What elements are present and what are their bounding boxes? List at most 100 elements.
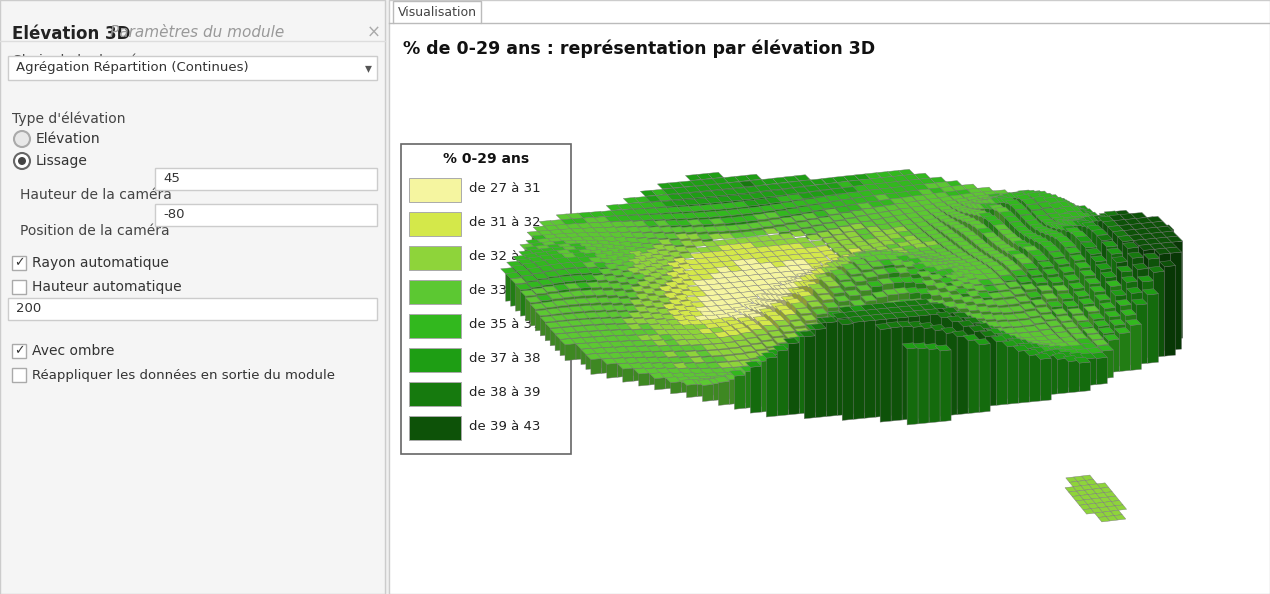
- Polygon shape: [691, 345, 707, 350]
- Polygon shape: [1001, 337, 1016, 343]
- Polygon shape: [1026, 292, 1041, 298]
- Polygon shape: [1080, 504, 1091, 510]
- Polygon shape: [822, 236, 833, 243]
- Polygon shape: [739, 254, 754, 260]
- Polygon shape: [933, 192, 945, 210]
- Polygon shape: [1011, 204, 1026, 210]
- Polygon shape: [964, 260, 975, 289]
- Polygon shape: [1007, 346, 1019, 405]
- Polygon shape: [650, 254, 667, 260]
- Polygon shape: [952, 267, 963, 301]
- Polygon shape: [822, 326, 838, 331]
- Polygon shape: [1128, 252, 1143, 258]
- Polygon shape: [795, 328, 810, 334]
- Polygon shape: [991, 265, 1006, 271]
- Polygon shape: [876, 236, 892, 242]
- Polygon shape: [677, 274, 692, 280]
- Polygon shape: [1062, 224, 1073, 290]
- Polygon shape: [1059, 347, 1071, 372]
- Polygon shape: [1157, 226, 1168, 324]
- Polygon shape: [839, 301, 850, 345]
- Polygon shape: [1102, 230, 1119, 236]
- Polygon shape: [725, 380, 737, 388]
- Polygon shape: [768, 235, 784, 241]
- Polygon shape: [930, 266, 940, 314]
- Polygon shape: [806, 233, 817, 239]
- Polygon shape: [728, 360, 739, 366]
- Polygon shape: [1035, 200, 1045, 238]
- Polygon shape: [1123, 241, 1134, 339]
- Polygon shape: [635, 293, 652, 299]
- Polygon shape: [512, 265, 527, 271]
- Polygon shape: [662, 362, 673, 373]
- Polygon shape: [606, 311, 622, 317]
- Polygon shape: [860, 255, 876, 261]
- Polygon shape: [654, 277, 664, 292]
- Polygon shape: [744, 187, 761, 192]
- Text: % 0-29 ans: % 0-29 ans: [443, 152, 530, 166]
- Polygon shape: [1081, 220, 1096, 226]
- Polygon shape: [1082, 218, 1092, 261]
- Polygon shape: [942, 263, 954, 291]
- Polygon shape: [1091, 254, 1102, 331]
- Polygon shape: [677, 320, 688, 328]
- Polygon shape: [913, 257, 930, 264]
- Polygon shape: [599, 258, 611, 287]
- Polygon shape: [709, 284, 724, 290]
- Polygon shape: [804, 358, 819, 364]
- Polygon shape: [790, 277, 806, 283]
- Polygon shape: [1063, 218, 1074, 279]
- Polygon shape: [856, 347, 867, 387]
- Polygon shape: [827, 182, 837, 199]
- Polygon shape: [980, 199, 997, 205]
- Polygon shape: [572, 228, 587, 234]
- Polygon shape: [828, 271, 839, 286]
- Polygon shape: [983, 339, 999, 345]
- Polygon shape: [617, 250, 629, 268]
- Polygon shape: [782, 287, 799, 293]
- Polygon shape: [977, 336, 987, 386]
- Polygon shape: [1039, 196, 1049, 254]
- Polygon shape: [922, 276, 933, 331]
- Polygon shape: [1029, 331, 1045, 337]
- Polygon shape: [796, 308, 806, 338]
- Polygon shape: [662, 313, 672, 324]
- Polygon shape: [898, 306, 909, 404]
- Polygon shape: [987, 339, 998, 384]
- Polygon shape: [638, 270, 654, 276]
- Polygon shape: [585, 298, 601, 304]
- Polygon shape: [871, 317, 886, 323]
- Polygon shape: [607, 248, 622, 254]
- Polygon shape: [1105, 311, 1120, 317]
- Polygon shape: [942, 315, 952, 351]
- Polygon shape: [913, 340, 923, 370]
- Polygon shape: [757, 375, 768, 396]
- Polygon shape: [1076, 216, 1086, 267]
- Polygon shape: [824, 282, 836, 330]
- Polygon shape: [725, 277, 742, 283]
- Polygon shape: [1101, 271, 1116, 278]
- Polygon shape: [870, 314, 881, 412]
- Polygon shape: [997, 246, 1008, 286]
- Polygon shape: [949, 294, 965, 300]
- Polygon shape: [635, 247, 650, 253]
- Polygon shape: [1129, 235, 1144, 241]
- Polygon shape: [577, 223, 588, 240]
- Polygon shape: [838, 307, 855, 312]
- Polygon shape: [950, 341, 961, 372]
- Polygon shape: [996, 197, 1012, 203]
- Polygon shape: [1038, 202, 1053, 208]
- Polygon shape: [669, 288, 686, 294]
- Polygon shape: [960, 338, 972, 382]
- Polygon shape: [659, 334, 671, 346]
- Polygon shape: [956, 190, 966, 208]
- Polygon shape: [831, 260, 847, 267]
- Polygon shape: [617, 257, 627, 280]
- Polygon shape: [810, 324, 827, 330]
- Polygon shape: [841, 345, 856, 350]
- Polygon shape: [921, 214, 937, 221]
- Polygon shape: [787, 254, 804, 260]
- Polygon shape: [992, 312, 1003, 340]
- Polygon shape: [876, 259, 888, 298]
- Polygon shape: [1066, 477, 1077, 482]
